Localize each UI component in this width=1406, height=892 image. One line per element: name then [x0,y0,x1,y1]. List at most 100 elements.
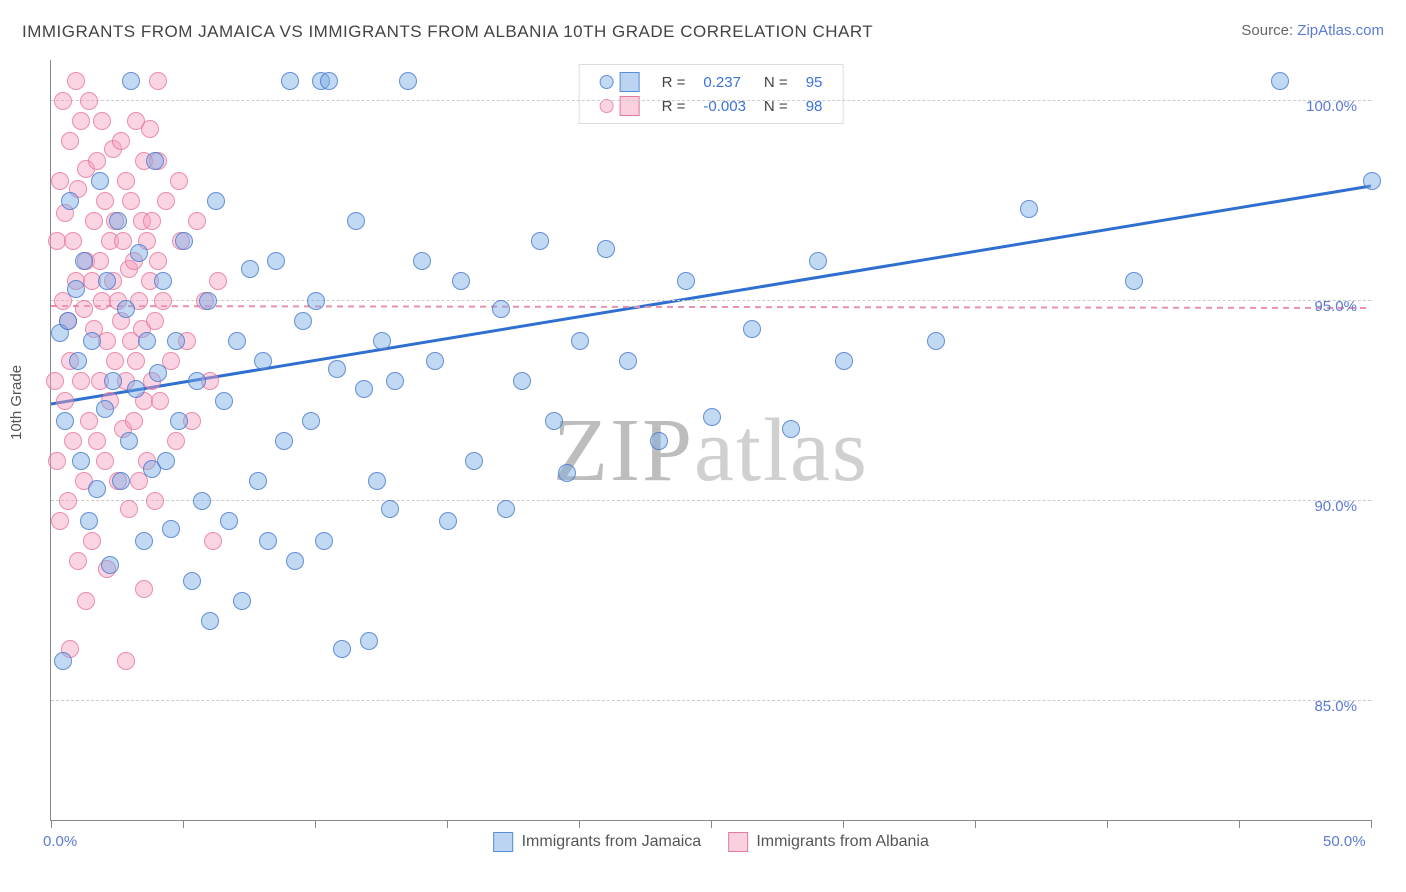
data-point [96,192,114,210]
data-point [360,632,378,650]
xtick [183,820,184,828]
data-point [151,392,169,410]
data-point [61,192,79,210]
data-point [571,332,589,350]
data-point [56,392,74,410]
data-point [531,232,549,250]
data-point [88,480,106,498]
data-point [59,312,77,330]
data-point [48,452,66,470]
data-point [281,72,299,90]
xtick [447,820,448,828]
data-point [117,652,135,670]
data-point [386,372,404,390]
data-point [64,232,82,250]
data-point [302,412,320,430]
trend-line [51,186,1371,404]
swatch-icon [620,96,640,116]
data-point [64,432,82,450]
source-attribution: Source: ZipAtlas.com [1241,22,1384,39]
data-point [347,212,365,230]
data-point [162,520,180,538]
data-point [188,212,206,230]
n-value-jamaica: 95 [798,71,831,93]
data-point [59,492,77,510]
data-point [72,112,90,130]
data-point [117,172,135,190]
chart-title: IMMIGRANTS FROM JAMAICA VS IMMIGRANTS FR… [22,22,873,42]
data-point [439,512,457,530]
data-point [315,532,333,550]
plot-area: ZIPatlas R = 0.237 N = 95 R = -0.003 N =… [50,60,1371,821]
data-point [125,412,143,430]
xtick [1107,820,1108,828]
data-point [368,472,386,490]
data-point [275,432,293,450]
legend-series: Immigrants from Jamaica Immigrants from … [493,832,929,852]
data-point [88,432,106,450]
data-point [91,172,109,190]
data-point [513,372,531,390]
data-point [209,272,227,290]
data-point [69,552,87,570]
ytick-label: 85.0% [1314,698,1357,715]
data-point [170,412,188,430]
data-point [101,556,119,574]
gridline [51,500,1371,501]
data-point [141,120,159,138]
data-point [259,532,277,550]
ytick-label: 100.0% [1306,98,1357,115]
data-point [1271,72,1289,90]
data-point [67,72,85,90]
swatch-icon [620,72,640,92]
data-point [220,512,238,530]
data-point [320,72,338,90]
data-point [545,412,563,430]
data-point [72,372,90,390]
data-point [497,500,515,518]
data-point [80,412,98,430]
data-point [117,300,135,318]
data-point [1363,172,1381,190]
data-point [83,332,101,350]
data-point [56,412,74,430]
circle-icon [600,99,614,113]
data-point [146,492,164,510]
data-point [135,532,153,550]
swatch-icon [728,832,748,852]
data-point [154,292,172,310]
source-link[interactable]: ZipAtlas.com [1297,22,1384,39]
data-point [782,420,800,438]
data-point [1020,200,1038,218]
data-point [88,152,106,170]
data-point [51,512,69,530]
data-point [492,300,510,318]
xtick-label: 0.0% [43,833,77,850]
data-point [175,232,193,250]
data-point [927,332,945,350]
data-point [143,212,161,230]
data-point [170,172,188,190]
data-point [98,332,116,350]
data-point [138,332,156,350]
data-point [61,132,79,150]
legend-label-albania: Immigrants from Albania [756,833,929,850]
data-point [835,352,853,370]
data-point [157,192,175,210]
legend-row-albania: R = -0.003 N = 98 [592,95,831,117]
legend-row-jamaica: R = 0.237 N = 95 [592,71,831,93]
circle-icon [600,75,614,89]
data-point [69,352,87,370]
n-value-albania: 98 [798,95,831,117]
data-point [373,332,391,350]
data-point [157,452,175,470]
data-point [96,452,114,470]
data-point [204,532,222,550]
data-point [809,252,827,270]
data-point [54,652,72,670]
data-point [465,452,483,470]
data-point [215,392,233,410]
data-point [307,292,325,310]
data-point [135,580,153,598]
data-point [267,252,285,270]
